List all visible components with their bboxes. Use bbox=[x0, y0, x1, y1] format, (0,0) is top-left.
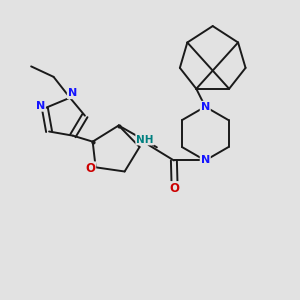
Text: N: N bbox=[36, 101, 45, 111]
Text: O: O bbox=[169, 182, 179, 195]
Text: NH: NH bbox=[136, 134, 154, 145]
Text: N: N bbox=[201, 155, 210, 166]
Text: N: N bbox=[68, 88, 77, 98]
Text: O: O bbox=[85, 162, 95, 175]
Text: N: N bbox=[201, 102, 210, 112]
